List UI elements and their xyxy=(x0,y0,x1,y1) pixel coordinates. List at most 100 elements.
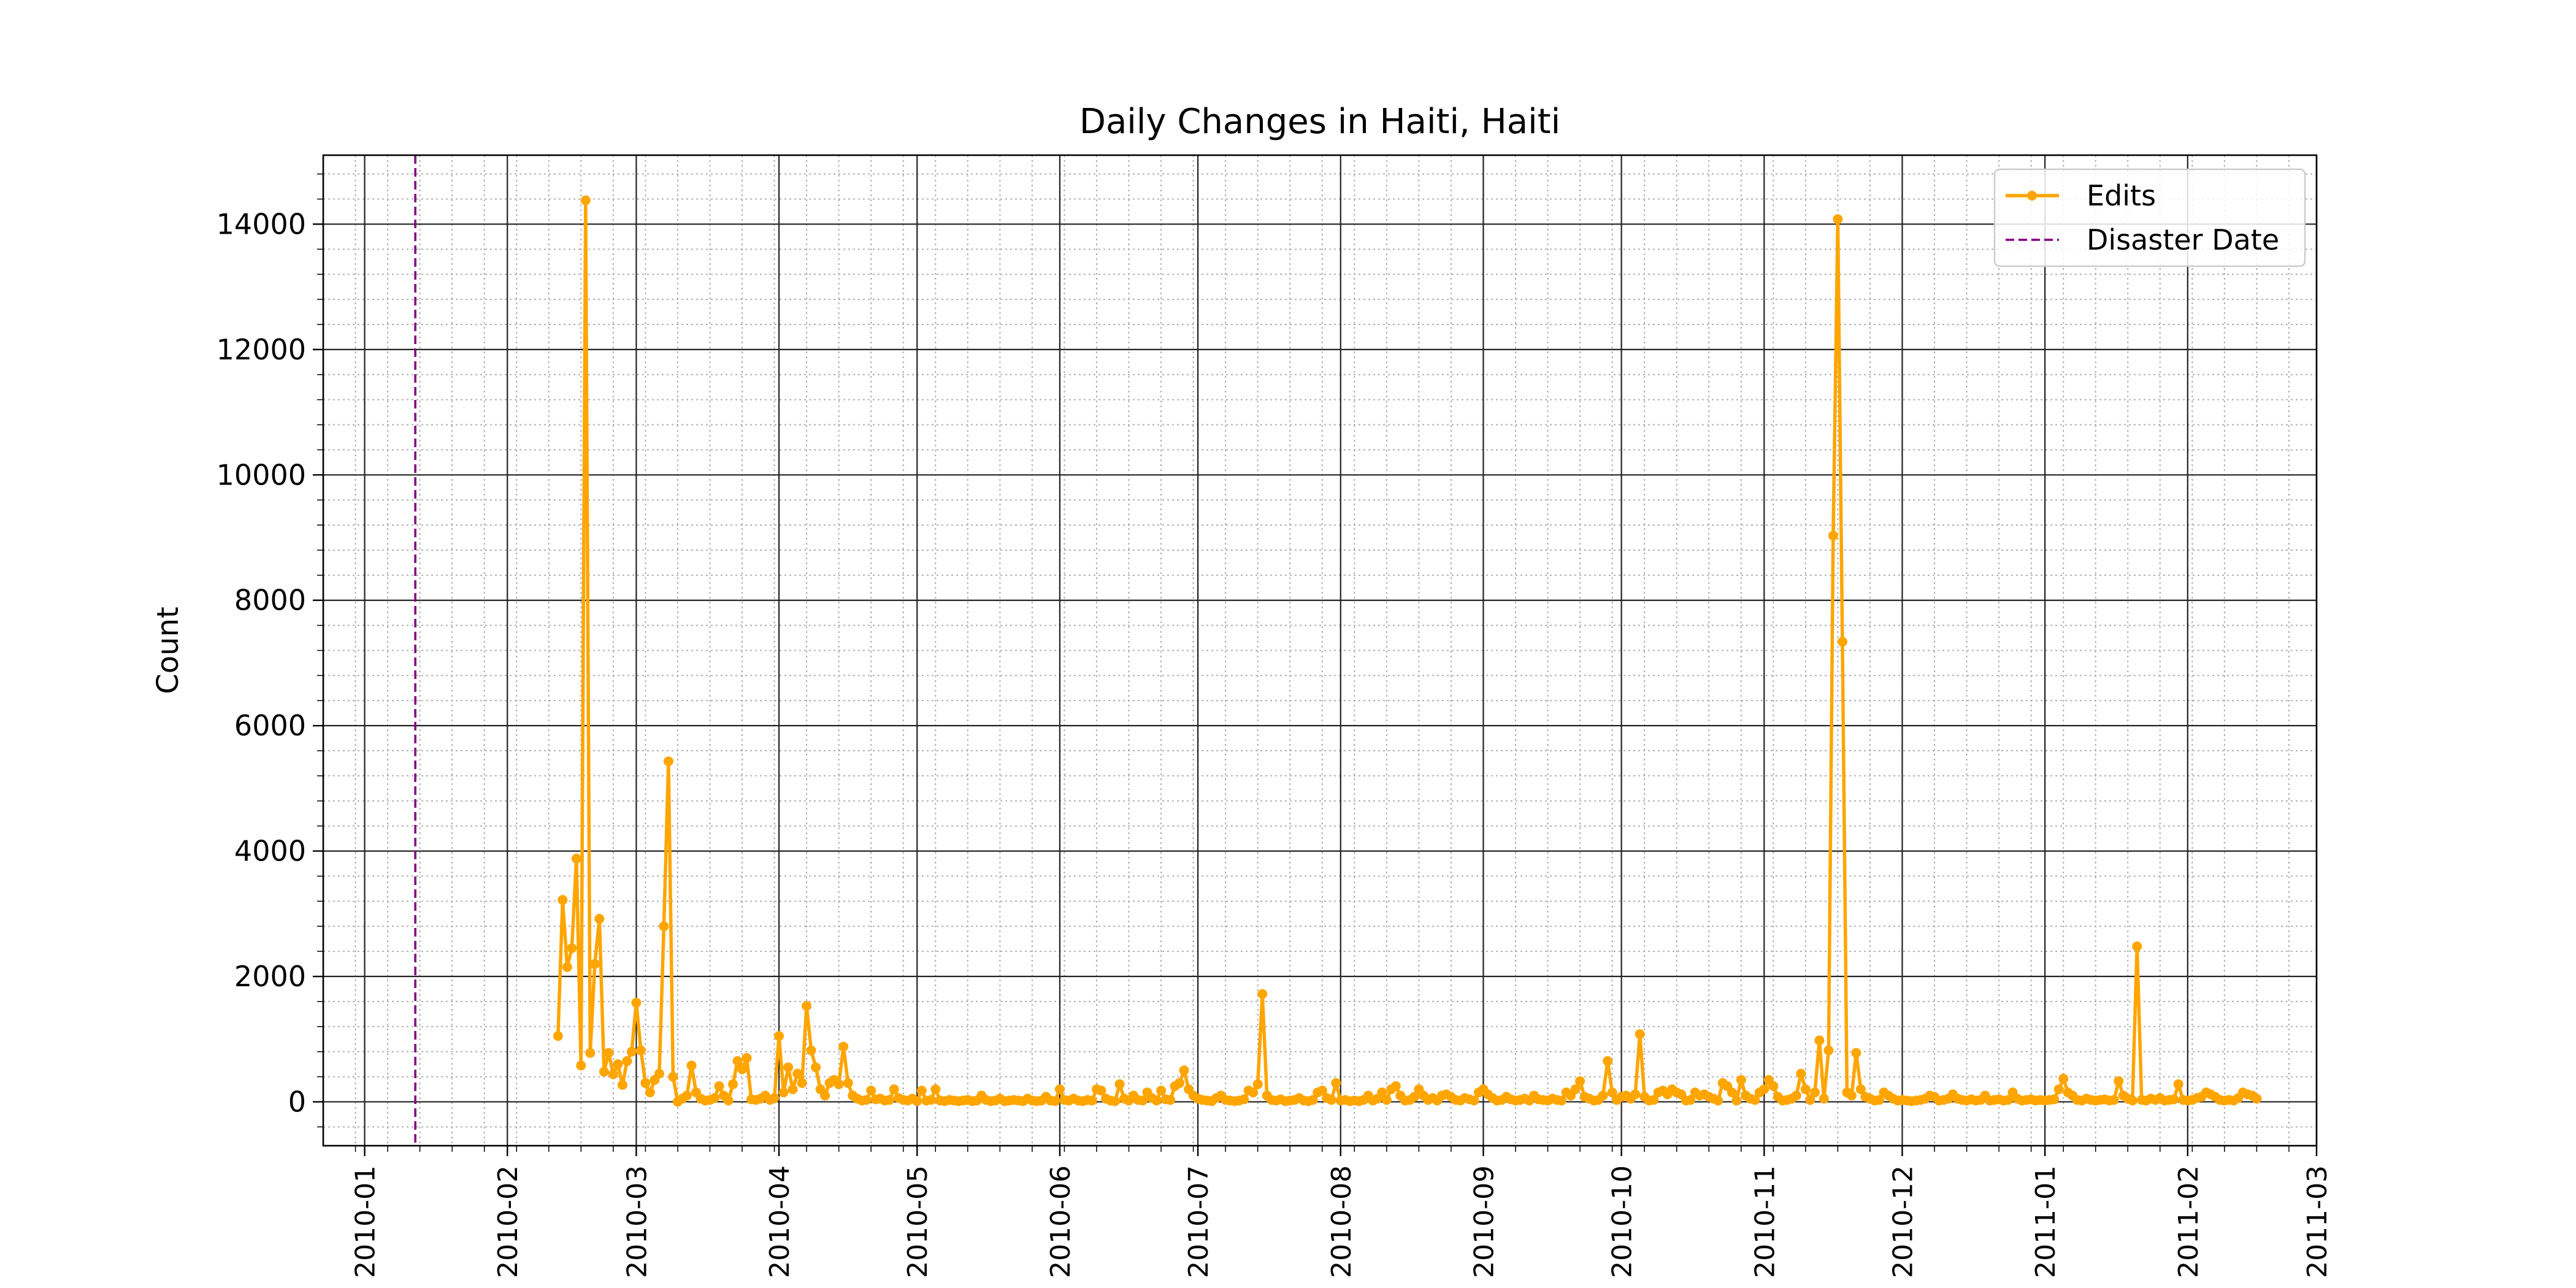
edits-data-point xyxy=(1308,1095,1318,1105)
x-tick-label: 2010-07 xyxy=(1183,1165,1214,1278)
edits-data-point xyxy=(1165,1095,1176,1105)
edits-data-point xyxy=(769,1093,780,1103)
edits-data-point xyxy=(1731,1095,1742,1106)
edits-data-point xyxy=(663,756,673,767)
edits-data-point xyxy=(626,1046,637,1057)
x-tick-label: 2010-08 xyxy=(1326,1165,1357,1278)
edits-data-point xyxy=(1649,1095,1659,1105)
x-tick-label: 2011-02 xyxy=(2173,1165,2204,1278)
edits-data-point xyxy=(1239,1094,1249,1105)
edits-data-point xyxy=(1727,1087,1737,1098)
edits-data-point xyxy=(802,1001,812,1011)
edits-data-point xyxy=(774,1031,784,1041)
edits-data-point xyxy=(710,1093,719,1103)
edits-data-point xyxy=(1750,1095,1760,1105)
edits-data-point xyxy=(2252,1094,2262,1104)
edits-data-point xyxy=(1050,1096,1060,1106)
edits-data-point xyxy=(783,1062,794,1073)
edits-data-point xyxy=(778,1087,789,1098)
edits-data-point xyxy=(580,195,591,205)
edits-data-point xyxy=(576,1060,586,1071)
edits-data-point xyxy=(585,1048,596,1058)
edits-data-point xyxy=(1469,1095,1479,1106)
edits-data-point xyxy=(1557,1095,1567,1106)
y-tick-label: 8000 xyxy=(234,584,306,617)
edits-data-point xyxy=(1409,1092,1419,1102)
y-tick-label: 10000 xyxy=(217,458,306,491)
edits-data-point xyxy=(811,1062,821,1073)
edits-data-point xyxy=(686,1060,697,1071)
edits-data-point xyxy=(2109,1095,2119,1105)
edits-data-point xyxy=(640,1078,651,1088)
edits-data-point xyxy=(1837,637,1847,647)
edits-data-point xyxy=(599,1067,609,1077)
edits-data-point xyxy=(571,853,581,864)
edits-data-point xyxy=(2173,1079,2183,1089)
edits-data-point xyxy=(737,1064,747,1075)
edits-data-point xyxy=(1800,1084,1811,1094)
edits-data-point xyxy=(558,895,568,905)
edits-data-point xyxy=(1768,1081,1779,1091)
edits-data-point xyxy=(1598,1091,1608,1101)
edits-data-point xyxy=(1736,1075,1746,1085)
edits-data-point xyxy=(2127,1095,2137,1106)
y-tick-label: 4000 xyxy=(234,835,306,868)
edits-data-point xyxy=(1377,1087,1387,1098)
x-tick-label: 2011-01 xyxy=(2030,1165,2061,1278)
x-tick-label: 2010-03 xyxy=(621,1165,653,1278)
edits-data-point xyxy=(806,1045,816,1056)
edits-data-point xyxy=(2053,1084,2064,1094)
edits-data-point xyxy=(604,1048,614,1058)
edits-data-point xyxy=(1326,1095,1336,1105)
edits-data-point xyxy=(866,1086,876,1096)
edits-data-point xyxy=(843,1078,853,1088)
edits-data-point xyxy=(1828,531,1838,541)
x-tick-label: 2010-11 xyxy=(1749,1165,1781,1278)
edits-data-point xyxy=(1151,1095,1162,1106)
edits-data-point xyxy=(1257,989,1268,999)
x-tick-label: 2010-10 xyxy=(1607,1165,1638,1278)
x-tick-label: 2010-06 xyxy=(1045,1165,1076,1278)
x-tick-label: 2010-09 xyxy=(1468,1165,1500,1278)
edits-data-point xyxy=(1823,1045,1834,1056)
edits-data-point xyxy=(1575,1076,1585,1086)
edits-data-point xyxy=(1175,1078,1185,1088)
edits-data-point xyxy=(1381,1095,1392,1105)
edits-data-point xyxy=(1685,1095,1696,1105)
edits-data-point xyxy=(1114,1079,1125,1089)
edits-data-point xyxy=(635,1045,646,1056)
edits-data-point xyxy=(1603,1056,1613,1066)
edits-data-point xyxy=(654,1068,664,1079)
edits-data-point xyxy=(1317,1086,1327,1096)
edits-data-point xyxy=(1819,1094,1829,1104)
edits-data-point xyxy=(2132,941,2142,951)
edits-data-point xyxy=(1607,1087,1617,1098)
edits-data-point xyxy=(820,1091,830,1101)
edits-data-point xyxy=(1570,1084,1581,1094)
edits-data-point xyxy=(1390,1081,1401,1091)
legend-box xyxy=(1993,168,2306,267)
edits-data-point xyxy=(926,1095,936,1105)
series-group xyxy=(553,195,2262,1107)
edits-data-point xyxy=(1630,1089,1641,1100)
edits-data-point xyxy=(659,921,669,932)
y-tick-label: 14000 xyxy=(217,207,306,240)
ticks: 2010-01 2010-02 2010-03 2010-04 2010-05 2010-… xyxy=(217,173,2333,1278)
edits-data-point xyxy=(2169,1094,2179,1105)
edits-data-point xyxy=(1851,1048,1861,1058)
edits-data-point xyxy=(2058,1073,2069,1084)
edits-data-point xyxy=(838,1041,849,1052)
x-tick-label: 2011-03 xyxy=(2302,1165,2333,1278)
grid xyxy=(323,155,2318,1146)
edits-data-point xyxy=(1855,1084,1866,1094)
edits-data-point xyxy=(682,1091,692,1101)
edits-data-point xyxy=(1759,1084,1769,1094)
edits-data-point xyxy=(562,962,572,972)
edits-data-point xyxy=(594,914,605,924)
edits-data-point xyxy=(723,1095,734,1106)
edits-data-point xyxy=(1110,1096,1120,1106)
edits-data-point xyxy=(1252,1079,1263,1089)
x-tick-label: 2010-01 xyxy=(350,1165,381,1278)
legend-edits-marker xyxy=(2027,191,2037,201)
edits-data-point xyxy=(732,1056,743,1066)
